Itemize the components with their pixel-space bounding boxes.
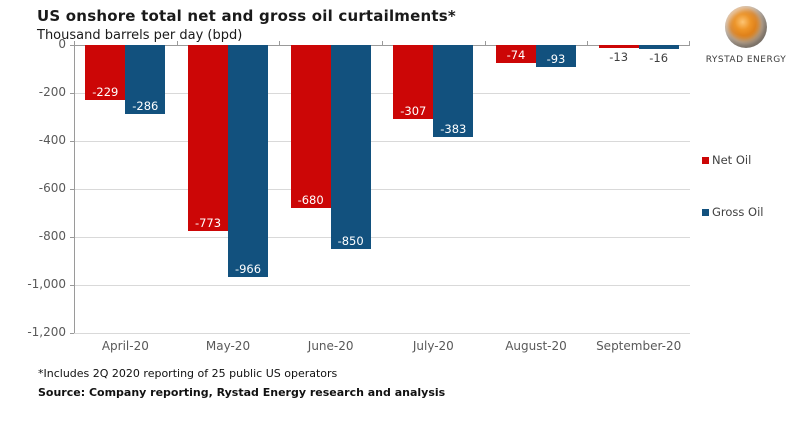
- legend-label-gross-oil: Gross Oil: [712, 205, 764, 219]
- y-axis-tick--400: [70, 141, 74, 142]
- bar-gross-oil-june-20: [330, 45, 371, 249]
- bar-label-net-oil-may-20: -773: [194, 215, 222, 230]
- bar-gross-oil-april-20: [125, 45, 166, 114]
- bar-label-gross-oil-may-20: -966: [234, 261, 262, 276]
- x-axis-tick-6: [689, 41, 690, 45]
- x-axis-tick-0: [74, 41, 75, 45]
- title-block: US onshore total net and gross oil curta…: [37, 7, 456, 43]
- gridline--800: [74, 237, 690, 238]
- x-axis-line: [74, 45, 690, 46]
- bar-net-oil-september-20: [598, 45, 639, 49]
- y-axis-label--1,000: -1,000: [27, 277, 66, 291]
- gridline--1,200: [74, 333, 690, 334]
- x-axis-label-august-20: August-20: [505, 339, 567, 353]
- legend-swatch-net-oil: [702, 156, 709, 164]
- y-axis-label--400: -400: [38, 133, 66, 147]
- y-axis-line: [74, 41, 75, 333]
- y-axis-label--1,200: -1,200: [27, 325, 66, 339]
- chart-subtitle: Thousand barrels per day (bpd): [37, 28, 243, 43]
- gridline--600: [74, 189, 690, 190]
- source-line: Source: Company reporting, Rystad Energy…: [38, 386, 446, 399]
- y-axis-tick--1,200: [70, 333, 74, 334]
- bar-label-net-oil-april-20: -229: [92, 84, 119, 99]
- bar-net-oil-april-20: [85, 45, 126, 100]
- y-axis-tick--800: [70, 237, 74, 238]
- y-axis-tick-0: [70, 45, 74, 46]
- bar-label-gross-oil-april-20: -286: [132, 98, 159, 113]
- y-axis-label-0: 0: [58, 37, 66, 51]
- x-axis-label-june-20: June-20: [307, 339, 354, 353]
- chart-title: US onshore total net and gross oil curta…: [37, 7, 456, 25]
- x-axis-tick-5: [587, 41, 589, 45]
- bar-label-net-oil-june-20: -680: [297, 193, 324, 208]
- bar-gross-oil-august-20: [536, 45, 576, 68]
- bar-label-net-oil-july-20: -307: [400, 103, 427, 118]
- footnote: *Includes 2Q 2020 reporting of 25 public…: [38, 367, 338, 380]
- bar-label-gross-oil-august-20: -93: [546, 52, 566, 67]
- x-axis-label-september-20: September-20: [596, 339, 682, 353]
- bar-label-gross-oil-june-20: -850: [337, 234, 364, 248]
- plot-area: -229 -286 -773 -966 -680 -850 -307 -383 -74 -93 -1…: [70, 41, 690, 334]
- x-axis-tick-2: [279, 41, 281, 45]
- bar-net-oil-may-20: [188, 45, 228, 231]
- rystad-energy-logo: RYSTAD ENERGY: [698, 6, 794, 65]
- x-axis-label-may-20: May-20: [205, 339, 251, 353]
- x-axis-label-april-20: April-20: [101, 339, 149, 353]
- legend-item-gross-oil: Gross Oil: [702, 205, 764, 219]
- gridline--400: [74, 141, 690, 142]
- x-axis-tick-3: [382, 41, 383, 45]
- legend-label-net-oil: Net Oil: [712, 153, 752, 167]
- logo-text: RYSTAD ENERGY: [705, 55, 787, 65]
- gridline--200: [74, 93, 690, 94]
- bar-label-net-oil-september-20: -13: [609, 50, 629, 65]
- bar-net-oil-june-20: [290, 45, 331, 209]
- bar-label-net-oil-august-20: -74: [506, 47, 526, 62]
- bar-net-oil-august-20: [496, 45, 536, 63]
- bar-gross-oil-july-20: [433, 45, 474, 137]
- y-axis-tick--600: [70, 189, 74, 190]
- bar-label-gross-oil-july-20: -383: [440, 121, 467, 136]
- legend-swatch-gross-oil: [702, 208, 709, 216]
- y-axis-label--600: -600: [38, 181, 66, 195]
- y-axis-tick--200: [70, 93, 74, 94]
- y-axis-tick--1,000: [70, 285, 74, 286]
- y-axis-label--200: -200: [38, 85, 66, 99]
- x-axis-tick-1: [176, 41, 178, 45]
- gridline--1,000: [74, 285, 690, 286]
- x-axis-label-july-20: July-20: [412, 339, 454, 353]
- globe-icon: [725, 6, 767, 48]
- bar-net-oil-july-20: [393, 45, 434, 119]
- y-axis-label--800: -800: [38, 229, 66, 243]
- bar-gross-oil-may-20: [228, 45, 268, 277]
- x-axis-tick-4: [484, 41, 486, 45]
- legend-item-net-oil: Net Oil: [702, 153, 751, 167]
- bar-gross-oil-september-20: [638, 45, 679, 49]
- bar-label-gross-oil-september-20: -16: [649, 50, 669, 65]
